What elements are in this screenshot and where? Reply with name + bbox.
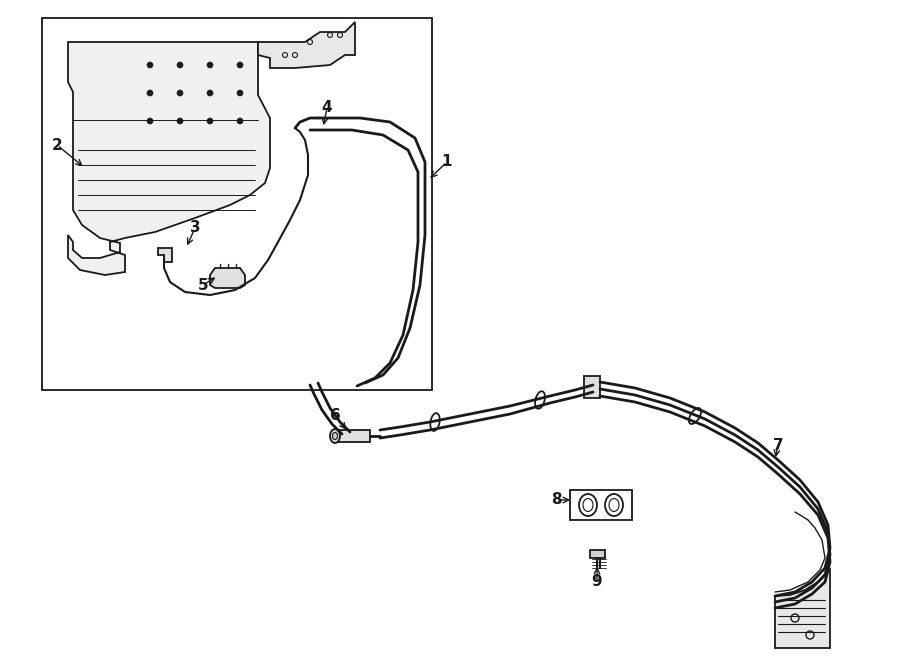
Text: 8: 8 (551, 492, 562, 508)
Polygon shape (258, 22, 355, 68)
Ellipse shape (207, 118, 213, 124)
Text: 6: 6 (329, 407, 340, 422)
Ellipse shape (207, 62, 213, 68)
Ellipse shape (147, 118, 153, 124)
Polygon shape (775, 568, 830, 648)
Ellipse shape (177, 118, 183, 124)
Ellipse shape (237, 90, 243, 96)
Ellipse shape (147, 90, 153, 96)
Text: 4: 4 (321, 100, 332, 116)
Ellipse shape (147, 62, 153, 68)
Polygon shape (210, 268, 245, 288)
Ellipse shape (237, 62, 243, 68)
Polygon shape (584, 376, 600, 398)
Text: 7: 7 (773, 438, 783, 453)
Ellipse shape (330, 429, 340, 443)
Text: 9: 9 (591, 574, 602, 590)
Text: 3: 3 (190, 221, 201, 235)
Ellipse shape (177, 90, 183, 96)
Polygon shape (335, 430, 370, 442)
Polygon shape (68, 42, 270, 275)
Text: 1: 1 (442, 155, 452, 169)
Text: 2: 2 (51, 137, 62, 153)
Ellipse shape (207, 90, 213, 96)
Ellipse shape (237, 118, 243, 124)
Polygon shape (158, 248, 172, 262)
Text: 5: 5 (198, 278, 208, 293)
Polygon shape (590, 550, 605, 558)
Ellipse shape (177, 62, 183, 68)
